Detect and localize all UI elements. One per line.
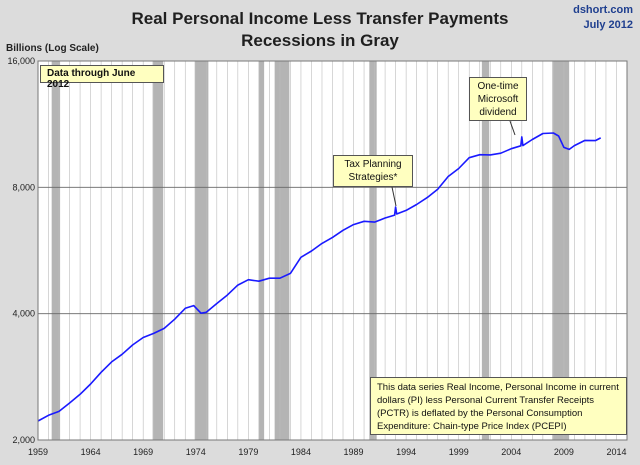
microsoft-dividend-annotation: One-time Microsoft dividend bbox=[469, 77, 527, 121]
recession-band bbox=[481, 61, 490, 440]
tax-pointer bbox=[391, 186, 397, 207]
msft-annotation-line3: dividend bbox=[479, 107, 517, 118]
tax-planning-annotation: Tax Planning Strategies* bbox=[333, 155, 413, 187]
recession-band bbox=[152, 61, 164, 440]
methodology-note: This data series Real Income, Personal I… bbox=[370, 377, 627, 435]
chart-subtitle: Recessions in Gray bbox=[241, 31, 399, 50]
msft-pointer bbox=[509, 120, 516, 136]
recession-band bbox=[369, 61, 377, 440]
x-tick-label: 2004 bbox=[501, 447, 521, 457]
series bbox=[37, 132, 602, 422]
x-tick-label: 1974 bbox=[186, 447, 206, 457]
y-tick-label: 4,000 bbox=[12, 309, 35, 319]
source-label: dshort.com bbox=[573, 4, 633, 16]
recession-band bbox=[51, 61, 61, 440]
x-tick-label: 1964 bbox=[81, 447, 101, 457]
y-tick-label: 16,000 bbox=[7, 56, 35, 66]
recession-band bbox=[258, 61, 265, 440]
msft-annotation-line1: One-time bbox=[477, 81, 519, 92]
x-axis: 1959 1964 1969 1974 1979 1984 1989 1994 1999 2004… bbox=[28, 447, 627, 457]
y-tick-label: 8,000 bbox=[12, 182, 35, 192]
tax-annotation-line1: Tax Planning bbox=[344, 159, 402, 170]
recession-band bbox=[552, 61, 570, 440]
date-label: July 2012 bbox=[583, 19, 633, 31]
x-tick-label: 1979 bbox=[238, 447, 258, 457]
data-through-box: Data through June 2012 bbox=[40, 65, 164, 90]
msft-annotation-line2: Microsoft bbox=[477, 94, 519, 105]
x-tick-label: 1989 bbox=[344, 447, 364, 457]
x-tick-label: 1959 bbox=[28, 447, 48, 457]
y-axis: 2,000 4,000 8,000 16,000 bbox=[7, 56, 35, 445]
recession-band bbox=[274, 61, 290, 440]
tax-annotation-line2: Strategies* bbox=[348, 172, 398, 183]
x-tick-label: 1969 bbox=[133, 447, 153, 457]
x-tick-label: 1984 bbox=[291, 447, 311, 457]
chart-title: Real Personal Income Less Transfer Payme… bbox=[131, 9, 509, 28]
plot-frame bbox=[37, 60, 628, 441]
x-tick-label: 2009 bbox=[554, 447, 574, 457]
x-tick-label: 1999 bbox=[449, 447, 469, 457]
x-tick-label: 2014 bbox=[606, 447, 626, 457]
recession-band bbox=[194, 61, 209, 440]
series-line bbox=[37, 132, 602, 422]
x-tick-label: 1994 bbox=[396, 447, 416, 457]
y-axis-label: Billions (Log Scale) bbox=[6, 43, 99, 54]
recession-bands bbox=[51, 61, 570, 440]
y-tick-label: 2,000 bbox=[12, 435, 35, 445]
